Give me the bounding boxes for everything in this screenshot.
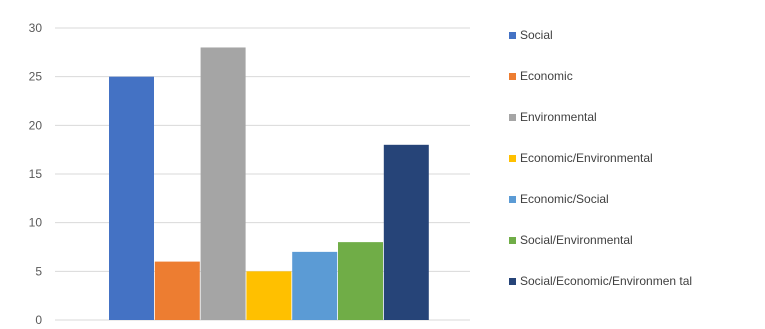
legend-item-economic: Economic (509, 69, 738, 83)
y-tick-label: 5 (35, 264, 42, 278)
legend-item-social: Social (509, 28, 738, 42)
legend-label-economic-environmental: Economic/Environmental (520, 151, 653, 165)
legend-swatch-environmental (509, 114, 516, 121)
bar-series (109, 47, 429, 321)
bar-social (109, 76, 154, 321)
bar-economic (154, 261, 200, 320)
legend-swatch-economic-environmental (509, 155, 516, 162)
legend-item-social-economic-environmental: Social/Economic/Environmen tal (509, 274, 738, 288)
bar-social-environmental (338, 242, 383, 320)
y-axis: 0 5 10 15 20 25 30 (29, 21, 43, 327)
legend-label-economic: Economic (520, 69, 573, 83)
legend-swatch-economic (509, 73, 516, 80)
bar-economic-environmental (246, 271, 292, 320)
legend-swatch-social-environmental (509, 237, 516, 244)
legend-swatch-social (509, 32, 516, 39)
legend-label-economic-social: Economic/Social (520, 192, 609, 206)
bar-economic-social (292, 251, 338, 320)
legend-label-social-environmental: Social/Environmental (520, 233, 633, 247)
legend-item-economic-social: Economic/Social (509, 192, 738, 206)
y-tick-label: 25 (29, 70, 43, 84)
bar-social-economic-environmental (383, 144, 429, 320)
y-tick-label: 10 (29, 216, 43, 230)
y-tick-label: 0 (35, 313, 42, 327)
legend-item-environmental: Environmental (509, 110, 738, 124)
y-tick-label: 20 (29, 118, 43, 132)
y-tick-label: 30 (29, 21, 43, 35)
bar-environmental (200, 47, 246, 320)
y-tick-label: 15 (29, 167, 43, 181)
legend-label-environmental: Environmental (520, 110, 597, 124)
legend-item-social-environmental: Social/Environmental (509, 233, 738, 247)
legend-item-economic-environmental: Economic/Environmental (509, 151, 738, 165)
legend-label-social-economic-environmental: Social/Economic/Environmen tal (520, 274, 693, 288)
legend-swatch-economic-social (509, 196, 516, 203)
legend-swatch-social-economic-environmental (509, 278, 516, 285)
legend-label-social: Social (520, 28, 553, 42)
